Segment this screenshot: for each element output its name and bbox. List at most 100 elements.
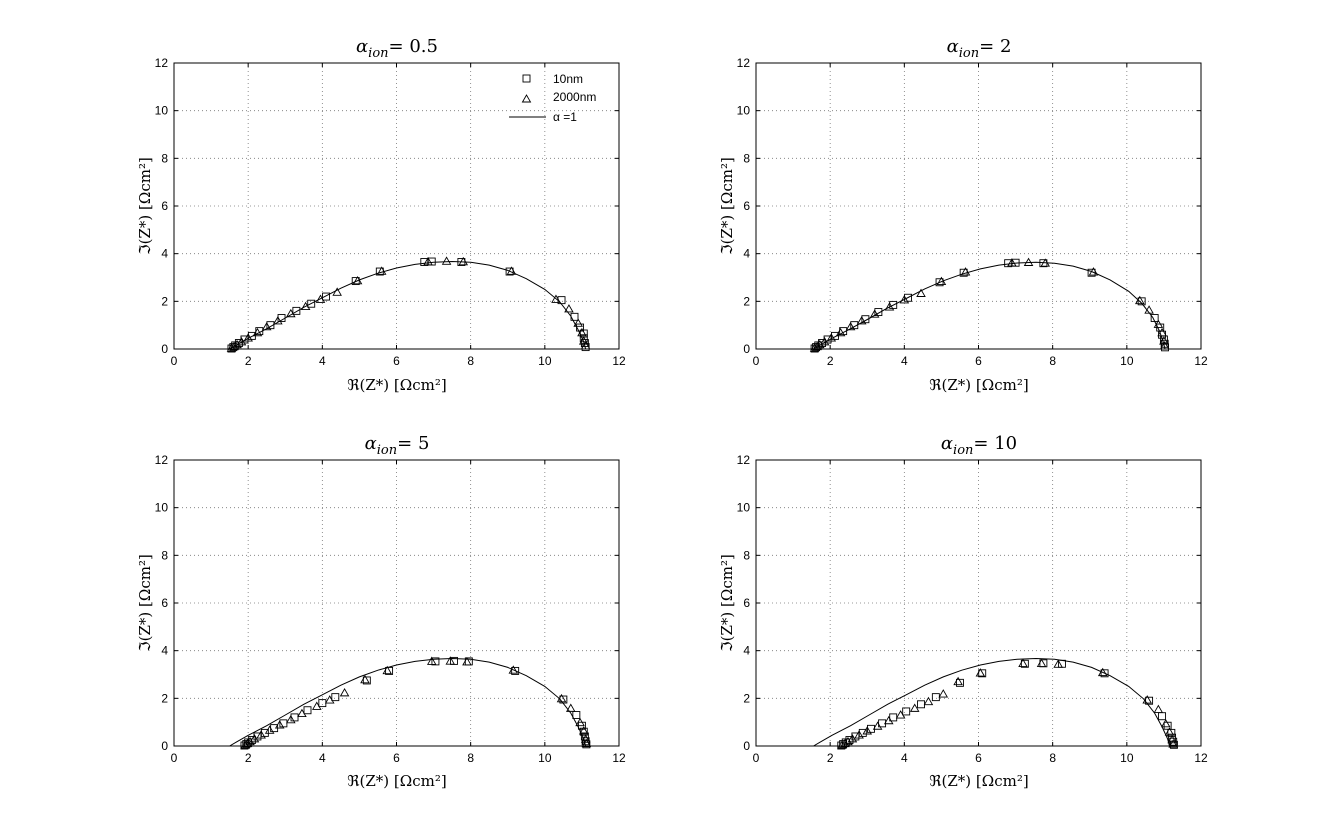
data-point-2000nm [953,676,963,686]
x-tick-label: 8 [1049,354,1056,368]
data-point-10nm [307,299,316,308]
data-point-2000nm [923,696,934,706]
plot-area: 0 2 4 6 8 10 12 0 2 4 6 8 10 12 [737,56,1208,368]
y-tick-label: 12 [737,453,751,467]
y-axis-label: ℑ(Z*) [Ωcm²] [136,157,154,255]
data-point-10nm [902,707,911,716]
x-tick-label: 12 [612,751,626,765]
y-tick-label: 4 [743,247,750,261]
data-point-2000nm [360,674,370,684]
chart-panel-alpha-5: αion= 5 ℜ(Z*) [Ωcm²] ℑ(Z*) [Ωcm²] 0 2 4 6 8 1… [136,433,626,790]
x-tick-label: 10 [538,354,552,368]
y-tick-label: 6 [161,199,168,213]
data-point-2000nm [508,665,519,674]
x-axis-label: ℜ(Z*) [Ωcm²] [347,376,446,394]
data-point-10nm [511,666,520,675]
data-point-10nm [858,728,867,737]
data-point-2000nm [975,668,986,677]
y-tick-label: 8 [161,151,168,165]
x-tick-label: 6 [393,751,400,765]
plot-area: 0 2 4 6 8 10 12 0 2 4 6 8 10 12 [155,56,626,368]
data-point-2000nm [884,302,895,311]
data-point-10nm [1100,669,1109,678]
axes-frame [173,62,620,350]
chart-panel-alpha-2: αion= 2 ℜ(Z*) [Ωcm²] ℑ(Z*) [Ωcm²] 0 2 4 6 8 1… [718,36,1208,394]
data-point-2000nm [286,714,296,724]
data-point-10nm [572,711,581,719]
data-point-2000nm [264,725,275,734]
y-tick-label: 4 [743,644,750,658]
data-point-2000nm [1153,704,1164,714]
data-point-2000nm [899,295,910,304]
data-point-2000nm [300,301,311,311]
data-point-2000nm [854,730,864,739]
data-point-2000nm [1097,667,1108,677]
data-point-10nm [431,657,440,666]
data-point-10nm [839,740,848,749]
y-axis-label: ℑ(Z*) [Ωcm²] [718,157,736,255]
data-point-2000nm [229,341,239,351]
data-point-10nm [1158,712,1167,721]
data-point-2000nm [445,656,456,665]
data-point-2000nm [261,321,272,331]
x-tick-label: 0 [753,354,760,368]
data-point-2000nm [840,738,850,748]
data-point-2000nm [1053,659,1064,668]
x-tick-label: 12 [1194,354,1208,368]
data-point-2000nm [960,267,971,276]
data-point-2000nm [895,710,906,719]
data-point-10nm [904,293,912,302]
y-tick-label: 2 [743,691,750,705]
x-tick-label: 6 [393,354,400,368]
y-axis-label: ℑ(Z*) [Ωcm²] [136,554,154,652]
x-tick-label: 0 [753,751,760,765]
data-point-10nm [362,676,371,685]
y-tick-label: 10 [155,104,169,118]
data-point-2000nm [441,256,452,265]
data-point-2000nm [311,701,322,710]
chart-title: αion= 10 [941,433,1017,458]
fit-line-alpha-1 [813,657,1170,747]
data-point-2000nm [1007,258,1017,267]
y-tick-label: 8 [161,548,168,562]
chart-title: αion= 5 [365,433,430,458]
fit-line-alpha-1 [813,261,1166,350]
y-tick-label: 2 [161,691,168,705]
x-axis-label: ℜ(Z*) [Ωcm²] [347,772,446,790]
data-point-2000nm [872,721,883,730]
data-point-2000nm [297,708,307,718]
x-tick-label: 12 [612,354,626,368]
fit-line-alpha-1 [229,657,587,747]
y-tick-label: 0 [743,342,750,356]
x-tick-label: 0 [171,354,178,368]
fit-line-alpha-1 [229,260,587,350]
x-tick-label: 8 [467,354,474,368]
data-point-2000nm [916,288,926,297]
y-tick-label: 12 [737,56,751,70]
data-point-10nm [874,308,883,317]
data-point-10nm [978,669,987,678]
data-point-2000nm [862,726,873,735]
x-tick-label: 2 [827,354,834,368]
data-point-2000nm [423,256,433,266]
data-point-2000nm [577,327,587,337]
data-point-2000nm [462,656,472,666]
x-tick-label: 4 [901,354,908,368]
data-point-2000nm [274,720,285,729]
data-point-2000nm [575,717,585,727]
x-tick-label: 10 [1120,354,1134,368]
x-tick-label: 2 [245,354,252,368]
y-tick-label: 12 [155,453,169,467]
x-tick-label: 4 [901,751,908,765]
data-point-2000nm [845,321,856,331]
chart-panel-alpha-0-5: αion= 0.5 ℜ(Z*) [Ωcm²] ℑ(Z*) [Ωcm²] 0 2 4 6… [136,36,626,394]
legend-label-2000nm: 2000nm [553,90,596,104]
data-point-2000nm [315,294,326,303]
y-tick-label: 2 [161,294,168,308]
data-point-10nm [889,300,898,309]
legend-label-10nm: 10nm [553,72,583,86]
x-tick-label: 12 [1194,751,1208,765]
data-point-2000nm [578,726,589,735]
x-tick-label: 8 [1049,751,1056,765]
y-tick-label: 10 [737,104,751,118]
